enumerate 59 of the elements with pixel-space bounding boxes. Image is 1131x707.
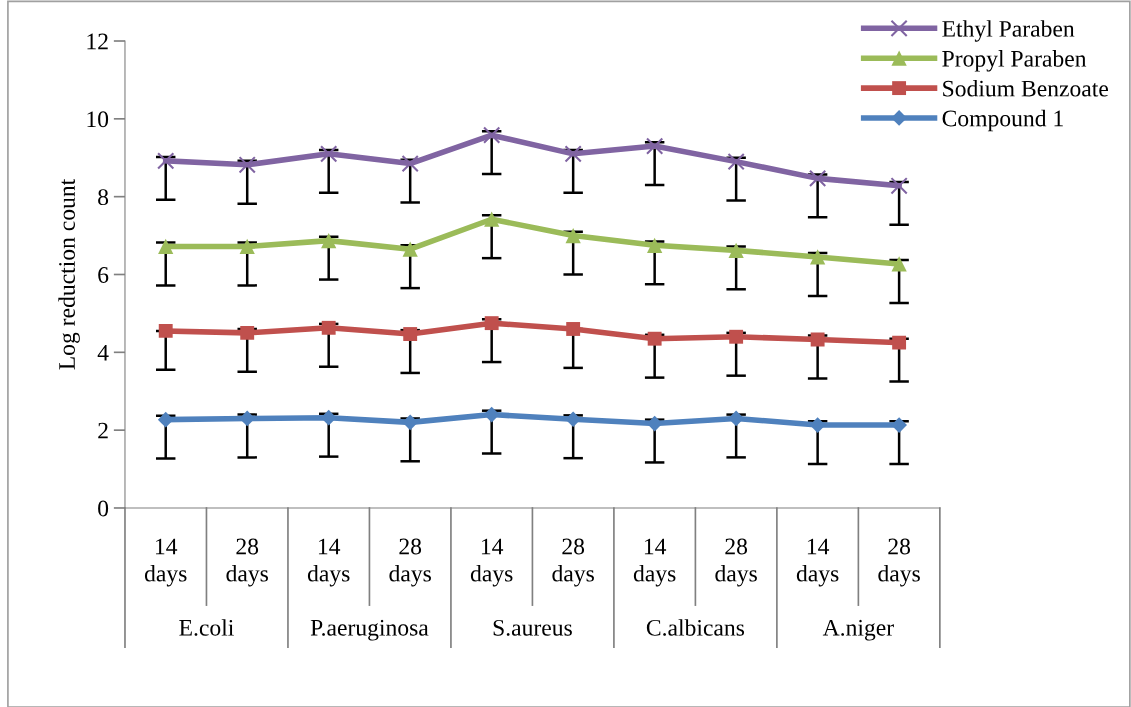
- point: [321, 320, 336, 335]
- x-tick-label: 14 days: [144, 538, 187, 587]
- y-axis-title: Log reduction count: [58, 178, 80, 370]
- y-tick-label: 4: [97, 344, 109, 361]
- x-tick-label: 28 days: [715, 538, 757, 587]
- y-tick-label: 2: [98, 422, 108, 439]
- point: [158, 238, 174, 255]
- point: [239, 238, 255, 255]
- text: E.coli: [179, 619, 234, 636]
- x-tick-label: 28 days: [226, 538, 268, 587]
- point: [728, 410, 744, 427]
- point: [565, 227, 581, 244]
- point: [727, 152, 745, 171]
- x-tick-label: 14 days: [470, 538, 513, 587]
- text: S.aureus: [493, 619, 572, 636]
- point: [158, 323, 173, 338]
- y-tick-label: 6: [98, 267, 109, 283]
- x-tick-label: 14 days: [633, 538, 676, 587]
- point: [321, 233, 337, 249]
- point: [564, 145, 582, 163]
- point: [402, 241, 418, 257]
- y-tick-label: 0: [98, 500, 109, 517]
- point: [647, 331, 662, 346]
- x-tick-label: 28 days: [552, 538, 594, 587]
- point: [728, 242, 744, 258]
- legend-label: Sodium Benzoate: [943, 79, 1108, 97]
- text: A.niger: [822, 619, 894, 641]
- point: [808, 169, 827, 188]
- x-tick-label: 28 days: [389, 538, 431, 587]
- point: [810, 332, 825, 347]
- point: [320, 145, 338, 163]
- y-tick-label: 8: [98, 189, 109, 206]
- text: P.aeruginosa: [310, 619, 429, 641]
- point: [809, 249, 826, 265]
- point: [403, 327, 418, 341]
- x-tick-label: 14 days: [796, 538, 839, 587]
- point: [891, 417, 907, 433]
- point: [729, 329, 744, 344]
- point: [482, 126, 501, 144]
- point: [645, 137, 664, 155]
- point: [566, 322, 581, 336]
- legend-label: Compound 1: [942, 109, 1063, 132]
- y-tick-label: 10: [87, 111, 109, 128]
- point: [484, 316, 499, 331]
- x-tick-label: 14 days: [307, 538, 350, 587]
- y-tick-label: 12: [87, 33, 108, 50]
- point: [484, 211, 500, 227]
- point: [240, 325, 255, 340]
- x-tick-label: 28 days: [878, 538, 920, 587]
- point: [890, 177, 908, 195]
- point: [401, 154, 419, 173]
- text: C.albicans: [646, 619, 745, 636]
- point: [891, 256, 907, 272]
- point: [238, 156, 256, 174]
- legend-label: Propyl Paraben: [942, 50, 1087, 72]
- point: [157, 152, 175, 170]
- point: [892, 335, 907, 350]
- point: [647, 237, 663, 253]
- legend-label: Ethyl Paraben: [942, 20, 1075, 42]
